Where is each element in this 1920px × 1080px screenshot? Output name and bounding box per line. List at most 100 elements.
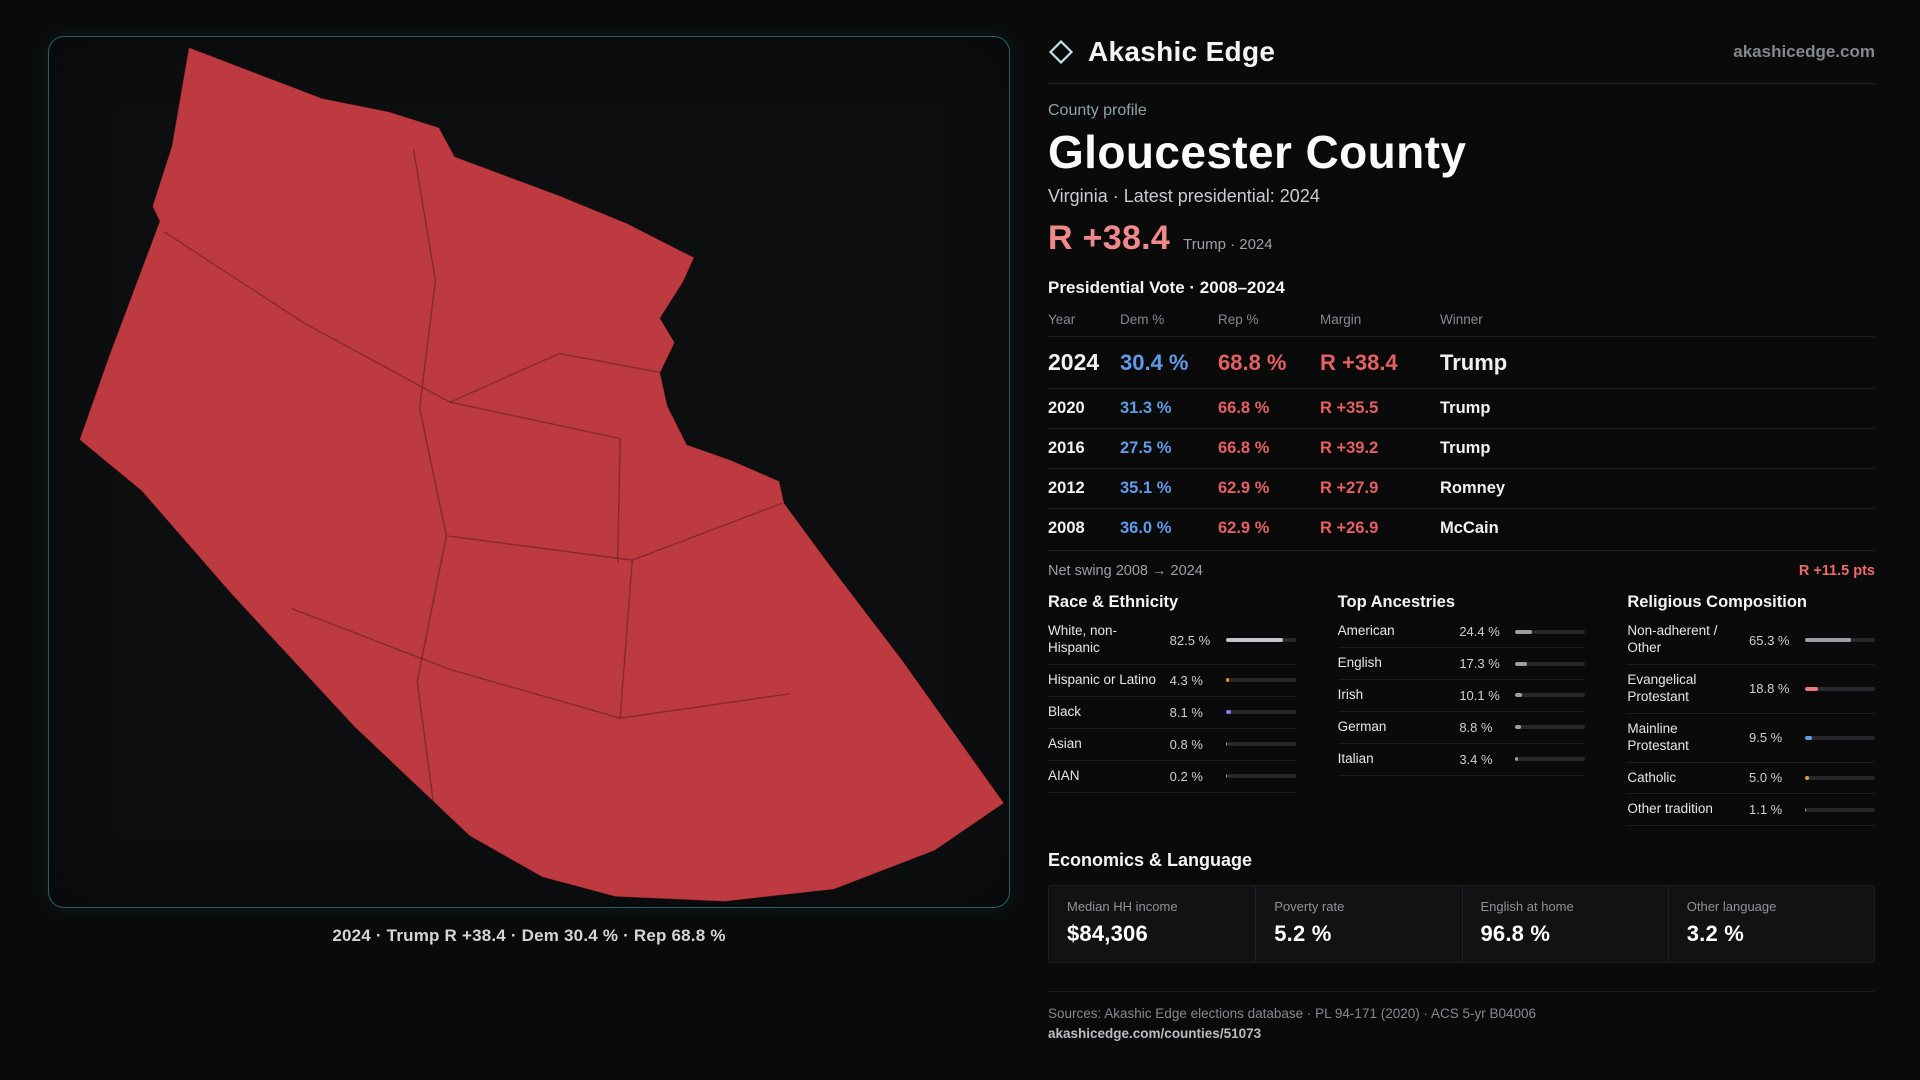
brand-domain-link[interactable]: akashicedge.com xyxy=(1733,42,1875,61)
demo-value: 5.0 % xyxy=(1749,770,1783,786)
demo-label: Hispanic or Latino xyxy=(1048,672,1157,688)
list-item: English 17.3 % xyxy=(1337,648,1586,681)
demo-bar-track xyxy=(1515,661,1586,666)
net-swing-row: Net swing 2008 → 2024 R +11.5 pts xyxy=(1048,550,1875,579)
stat-label: Other language xyxy=(1686,899,1777,915)
demo-value: 17.3 % xyxy=(1459,656,1500,672)
cell-year: 2020 xyxy=(1048,399,1085,418)
col-header-dem: Dem % xyxy=(1120,312,1165,328)
county-map-panel xyxy=(48,36,1010,908)
demo-bar-track xyxy=(1515,757,1586,762)
list-item: Asian 0.8 % xyxy=(1048,729,1296,761)
table-row: 2012 35.1 % 62.9 % R +27.9 Romney xyxy=(1048,468,1875,508)
demo-bar-track xyxy=(1805,775,1875,780)
county-map xyxy=(78,46,1005,903)
demo-bar-fill xyxy=(1515,693,1523,698)
stat-label: Poverty rate xyxy=(1274,899,1345,915)
brand-header: Akashic Edge akashicedge.com xyxy=(1048,36,1875,84)
demo-value: 0.2 % xyxy=(1169,768,1203,784)
footer: Sources: Akashic Edge elections database… xyxy=(1048,991,1875,1043)
cell-rep-pct: 68.8 % xyxy=(1218,349,1287,375)
cell-winner: McCain xyxy=(1440,519,1499,538)
demo-value: 9.5 % xyxy=(1749,730,1783,746)
list-item: Mainline Protestant 9.5 % xyxy=(1627,714,1875,763)
demo-label: Asian xyxy=(1048,735,1082,751)
demo-bar-fill xyxy=(1805,686,1819,691)
stat-value: 5.2 % xyxy=(1274,921,1332,947)
cell-winner: Trump xyxy=(1440,399,1491,418)
cell-rep-pct: 66.8 % xyxy=(1218,399,1270,418)
county-profile-page: 2024 · Trump R +38.4 · Dem 30.4 % · Rep … xyxy=(48,36,1875,1043)
diamond-logo-icon xyxy=(1048,39,1074,65)
list-item: Evangelical Protestant 18.8 % xyxy=(1627,665,1875,714)
demo-label: AIAN xyxy=(1048,767,1080,783)
demo-label: Evangelical Protestant xyxy=(1627,672,1697,704)
stat-other-language: Other language 3.2 % xyxy=(1667,886,1874,963)
demo-label: Other tradition xyxy=(1627,801,1713,817)
stat-value: 3.2 % xyxy=(1686,921,1745,947)
stat-label: English at home xyxy=(1480,899,1574,915)
col-header-rep: Rep % xyxy=(1218,312,1259,328)
net-swing-value: R +11.5 pts xyxy=(1798,563,1875,580)
list-item: Non-adherent / Other 65.3 % xyxy=(1627,616,1875,666)
county-shape xyxy=(78,46,1005,903)
demo-bar-fill xyxy=(1805,775,1809,780)
cell-winner: Trump xyxy=(1440,439,1491,458)
stat-poverty-rate: Poverty rate 5.2 % xyxy=(1255,886,1461,963)
demo-bar-track xyxy=(1225,742,1296,747)
cell-dem-pct: 31.3 % xyxy=(1120,399,1172,418)
list-item: White, non-Hispanic 82.5 % xyxy=(1048,616,1296,666)
demo-bar-track xyxy=(1805,735,1875,740)
table-row: 2016 27.5 % 66.8 % R +39.2 Trump xyxy=(1048,428,1875,468)
demo-value: 0.8 % xyxy=(1169,736,1203,752)
stat-english-at-home: English at home 96.8 % xyxy=(1461,886,1668,963)
list-item: AIAN 0.2 % xyxy=(1048,761,1296,793)
stat-value: $84,306 xyxy=(1067,921,1148,947)
list-item: Hispanic or Latino 4.3 % xyxy=(1048,665,1296,697)
cell-margin: R +26.9 xyxy=(1320,519,1379,538)
demo-bar-fill xyxy=(1515,725,1522,730)
demo-bar-fill xyxy=(1225,638,1284,643)
demo-bar-fill xyxy=(1515,629,1533,634)
page-title: Gloucester County xyxy=(1048,126,1467,178)
map-section: 2024 · Trump R +38.4 · Dem 30.4 % · Rep … xyxy=(48,36,1010,1043)
cell-year: 2008 xyxy=(1048,519,1085,538)
list-item: German 8.8 % xyxy=(1337,712,1586,744)
demo-bar-fill xyxy=(1515,757,1518,762)
net-swing-label: Net swing 2008 → 2024 xyxy=(1048,563,1203,580)
demo-label: American xyxy=(1337,623,1395,639)
stat-label: Median HH income xyxy=(1067,899,1178,915)
permalink[interactable]: akashicedge.com/counties/51073 xyxy=(1048,1026,1262,1042)
demographics-columns: Race & Ethnicity White, non-Hispanic 82.… xyxy=(1048,593,1875,827)
cell-dem-pct: 35.1 % xyxy=(1120,479,1172,498)
list-item: American 24.4 % xyxy=(1337,616,1586,649)
list-item: Black 8.1 % xyxy=(1048,697,1296,729)
profile-section: Akashic Edge akashicedge.com County prof… xyxy=(1048,36,1875,1043)
demo-value: 10.1 % xyxy=(1459,687,1500,703)
demo-label: Irish xyxy=(1337,687,1364,703)
table-row: 2008 36.0 % 62.9 % R +26.9 McCain xyxy=(1048,508,1875,548)
demo-bar-track xyxy=(1515,629,1586,634)
demo-label: German xyxy=(1337,718,1387,734)
map-caption: 2024 · Trump R +38.4 · Dem 30.4 % · Rep … xyxy=(332,926,726,945)
list-item: Italian 3.4 % xyxy=(1337,744,1586,776)
demo-value: 8.8 % xyxy=(1459,719,1493,735)
demo-value: 24.4 % xyxy=(1459,624,1500,640)
cell-dem-pct: 27.5 % xyxy=(1120,439,1172,458)
demo-bar-track xyxy=(1225,774,1296,779)
economics-language-title: Economics & Language xyxy=(1048,850,1253,871)
economics-stats-strip: Median HH income $84,306 Poverty rate 5.… xyxy=(1048,885,1875,964)
race-ethnicity-column: Race & Ethnicity White, non-Hispanic 82.… xyxy=(1048,593,1296,826)
table-row: 2020 31.3 % 66.8 % R +35.5 Trump xyxy=(1048,388,1875,428)
demo-value: 4.3 % xyxy=(1169,672,1203,688)
cell-year: 2024 xyxy=(1048,349,1100,376)
stat-median-hh-income: Median HH income $84,306 xyxy=(1049,886,1255,962)
demo-label: Mainline Protestant xyxy=(1627,720,1689,753)
cell-winner: Trump xyxy=(1440,349,1508,375)
demo-bar-fill xyxy=(1805,735,1812,740)
cell-winner: Romney xyxy=(1440,479,1506,498)
col-header-winner: Winner xyxy=(1440,312,1483,328)
cell-dem-pct: 30.4 % xyxy=(1120,349,1189,375)
demo-value: 8.1 % xyxy=(1169,704,1203,720)
eyebrow-county-profile: County profile xyxy=(1048,102,1147,119)
